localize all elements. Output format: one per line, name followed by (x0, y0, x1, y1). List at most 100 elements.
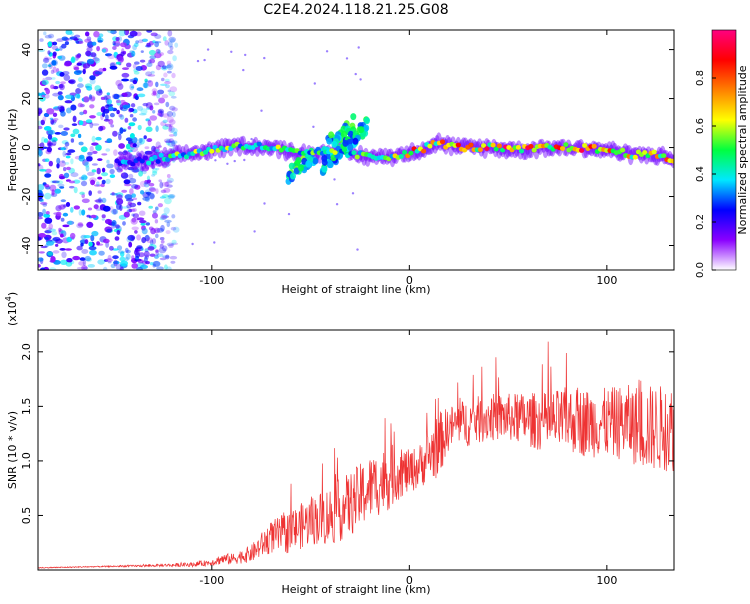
noise-blob (173, 131, 178, 137)
noise-blob (155, 81, 159, 88)
noise-blob (44, 93, 50, 99)
noise-blob (49, 139, 56, 142)
snr-panel: -100 0 100 0.5 1.0 1.5 2.0 Height of straight … (4, 292, 675, 596)
noise-blob (168, 194, 176, 199)
noise-speck (260, 109, 263, 112)
noise-blob (126, 62, 132, 68)
y-tick-label: 20 (20, 92, 33, 106)
noise-blob (138, 138, 143, 143)
spectrogram-frame (37, 29, 675, 271)
noise-blob (88, 246, 97, 251)
noise-blob (168, 134, 175, 137)
noise-blob (161, 65, 168, 71)
noise-blob (97, 176, 103, 180)
trace-blob (130, 161, 136, 167)
noise-blob (122, 129, 127, 132)
spectrogram-panel: -100 0 100 40 20 0 -20 -40 Height of straight l… (6, 29, 675, 296)
noise-blob (94, 184, 102, 187)
snr-series-line (38, 341, 674, 569)
noise-speck (351, 192, 355, 195)
noise-blob (89, 145, 94, 152)
noise-blob (38, 216, 43, 220)
streak-blob (305, 160, 312, 168)
noise-blob (123, 30, 130, 36)
noise-blob (109, 65, 118, 70)
noise-blob (48, 223, 53, 230)
noise-blob (70, 31, 74, 36)
noise-blob (70, 172, 79, 178)
noise-blob (97, 190, 102, 194)
noise-blob (56, 157, 61, 165)
noise-blob (134, 184, 141, 190)
noise-blob (159, 196, 166, 199)
noise-blob (113, 259, 118, 267)
noise-blob (121, 78, 130, 82)
noise-blob (89, 115, 96, 119)
noise-blob (130, 86, 135, 89)
noise-blob (65, 155, 71, 159)
spectrogram-heatmap (38, 30, 674, 270)
noise-blob (115, 54, 123, 61)
noise-blob (85, 165, 90, 172)
noise-blob (161, 161, 170, 168)
noise-blob (171, 140, 176, 147)
noise-blob (86, 156, 93, 162)
noise-blob (161, 162, 168, 169)
noise-blob (86, 44, 94, 49)
trace-blob (146, 160, 152, 166)
noise-blob (58, 227, 62, 232)
noise-blob (80, 180, 88, 187)
noise-blob (73, 186, 78, 194)
noise-blob (73, 205, 81, 210)
x-tick-label: 0 (406, 574, 413, 587)
noise-blob (38, 163, 41, 167)
noise-blob (44, 168, 52, 174)
noise-blob (145, 126, 153, 133)
noise-blob (130, 103, 136, 108)
noise-speck (359, 78, 362, 81)
noise-blob (152, 260, 161, 267)
noise-speck (356, 248, 359, 251)
snr-multiplier-exp: 4 (4, 296, 13, 301)
noise-blob (137, 106, 143, 111)
noise-blob (70, 57, 76, 64)
noise-blob (164, 219, 172, 223)
noise-blob (157, 203, 163, 208)
noise-blob (123, 183, 132, 187)
noise-blob (41, 94, 46, 98)
noise-blob (70, 133, 76, 138)
noise-blob (57, 105, 65, 110)
noise-blob (78, 261, 85, 266)
noise-blob (113, 260, 120, 265)
noise-blob (121, 92, 128, 98)
noise-blob (149, 105, 154, 111)
noise-blob (168, 36, 176, 43)
noise-blob (44, 158, 50, 162)
noise-blob (158, 97, 166, 104)
noise-blob (132, 63, 137, 69)
noise-blob (143, 250, 150, 258)
noise-blob (86, 86, 93, 91)
noise-blob (43, 138, 49, 143)
noise-blob (77, 222, 83, 226)
noise-blob (87, 171, 95, 176)
noise-blob (46, 108, 55, 115)
noise-blob (96, 181, 100, 187)
noise-blob (150, 227, 157, 235)
noise-blob (137, 124, 142, 131)
noise-blob (61, 251, 67, 259)
noise-blob (116, 203, 121, 210)
noise-blob (155, 188, 159, 195)
colorbar: 0.0 0.2 0.4 0.6 0.8 Normalized spectral ampl… (695, 29, 749, 278)
noise-blob (44, 237, 49, 241)
noise-blob (133, 42, 139, 48)
noise-blob (166, 184, 173, 188)
noise-blob (86, 221, 94, 228)
noise-blob (68, 180, 76, 184)
streak-blob (297, 164, 304, 172)
streak-blob (293, 167, 300, 175)
noise-blob (87, 151, 93, 156)
noise-blob (53, 107, 61, 111)
noise-blob (140, 108, 148, 115)
